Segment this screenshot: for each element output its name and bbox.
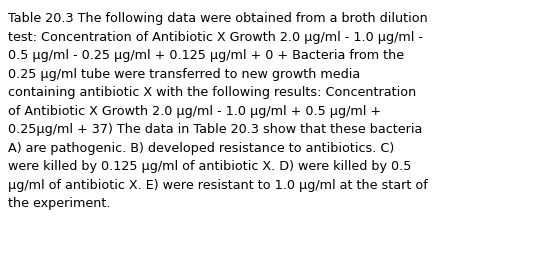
Text: Table 20.3 The following data were obtained from a broth dilution
test: Concentr: Table 20.3 The following data were obtai… bbox=[8, 12, 427, 210]
